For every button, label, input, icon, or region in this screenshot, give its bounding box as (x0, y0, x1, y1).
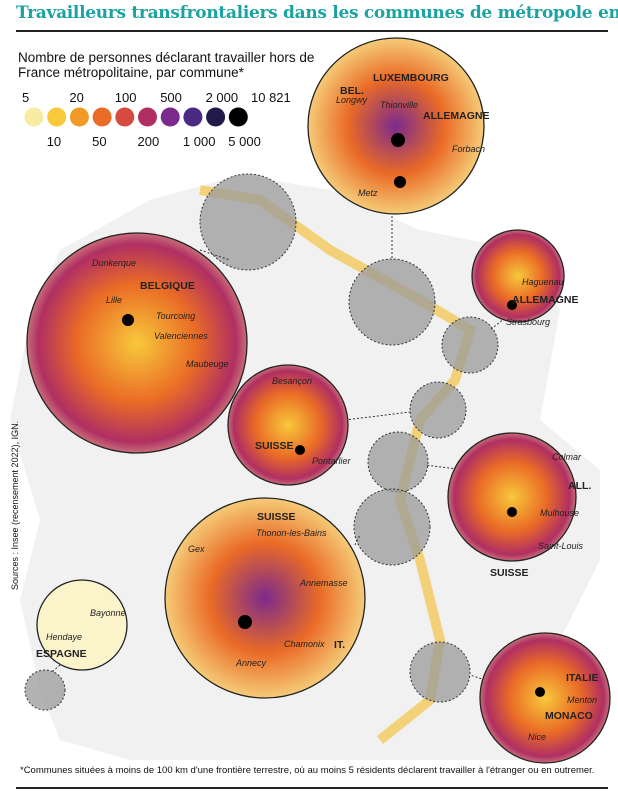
legend-title-line: Nombre de personnes déclarant travailler… (18, 50, 315, 65)
label-country: SUISSE (255, 440, 294, 452)
inset-alsace-sud (447, 432, 577, 562)
label-city: Gex (188, 544, 205, 554)
legend-swatch (228, 107, 248, 127)
label-city: Strasbourg (506, 317, 550, 327)
legend-swatch (24, 107, 44, 127)
legend-swatch (47, 107, 67, 127)
top-divider (16, 30, 608, 32)
legend-title-line: France métropolitaine, par commune* (18, 65, 244, 80)
label-city: Forbach (452, 144, 485, 154)
label-country: ESPAGNE (36, 648, 87, 660)
inset-alsace-nord (471, 229, 565, 323)
bottom-divider (16, 787, 608, 789)
inset-pays-basque (36, 579, 128, 671)
label-city: Saint-Louis (538, 541, 584, 551)
legend-swatch (183, 107, 203, 127)
legend-swatch (115, 107, 135, 127)
inset-belgique (26, 232, 248, 454)
label-country: BEL. (340, 85, 364, 97)
legend-label-top: 5 (22, 90, 29, 105)
legend-label-bottom: 200 (138, 134, 160, 149)
label-city: Hendaye (46, 632, 82, 642)
label-city: Menton (567, 695, 597, 705)
legend-label-top: 100 (115, 90, 137, 105)
label-city: Colmar (552, 452, 582, 462)
label-city: Valenciennes (154, 331, 208, 341)
label-city: Chamonix (284, 639, 325, 649)
label-country: BELGIQUE (140, 280, 195, 292)
label-city: Bayonne (90, 608, 126, 618)
label-country: SUISSE (490, 567, 529, 579)
label-city: Longwy (336, 95, 368, 105)
label-city: Dunkerque (92, 258, 136, 268)
footnote: *Communes situées à moins de 100 km d'un… (20, 765, 595, 776)
inset-luxembourg (307, 37, 485, 215)
label-city: Lille (106, 295, 122, 305)
label-city: Annemasse (299, 578, 348, 588)
legend-label-bottom: 50 (92, 134, 106, 149)
label-city: Maubeuge (186, 359, 229, 369)
label-country: ALLEMAGNE (423, 110, 490, 122)
inset-cote-azur (479, 632, 611, 764)
label-city: Thionville (380, 100, 418, 110)
legend-swatch (138, 107, 157, 127)
city-markers (122, 133, 545, 697)
label-city: Tourcoing (156, 311, 195, 321)
label-country: ALLEMAGNE (512, 294, 579, 306)
label-country: SUISSE (257, 511, 296, 523)
label-city: Pontarlier (312, 456, 352, 466)
label-country: MONACO (545, 710, 593, 722)
label-city: Metz (358, 188, 378, 198)
legend-label-bottom: 1 000 (183, 134, 216, 149)
legend-swatch (160, 107, 180, 127)
label-country: ITALIE (566, 672, 598, 684)
legend-label-top: 2 000 (206, 90, 239, 105)
label-city: Besançon (272, 376, 312, 386)
label-country: ALL. (568, 480, 591, 492)
label-country: LUXEMBOURG (373, 72, 449, 84)
label-city: Annecy (235, 658, 267, 668)
label-city: Haguenau (522, 277, 564, 287)
page-title: Travailleurs transfrontaliers dans les c… (16, 3, 618, 23)
connector-lines (51, 212, 506, 681)
legend-label-top: 500 (160, 90, 182, 105)
legend-swatch (206, 107, 226, 127)
label-city: Thonon-les-Bains (256, 528, 327, 538)
label-city: Nice (528, 732, 546, 742)
legend: 5 20 100 500 2 000 10 821 10 50 200 1 000 5 000 (22, 90, 291, 149)
legend-title: Nombre de personnes déclarant travailler… (18, 50, 314, 80)
legend-label-top: 20 (69, 90, 83, 105)
legend-label-bottom: 10 (47, 134, 61, 149)
legend-swatch (92, 107, 112, 127)
label-country: IT. (334, 639, 345, 651)
label-city: Mulhouse (540, 508, 579, 518)
sources: Sources : Insee (recensement 2022), IGN. (10, 420, 20, 590)
locator-circles (24, 173, 499, 711)
legend-swatch (69, 107, 89, 127)
legend-label-bottom: 5 000 (228, 134, 261, 149)
inset-savoie (164, 497, 366, 699)
inset-doubs (227, 364, 349, 486)
legend-label-top: 10 821 (251, 90, 291, 105)
